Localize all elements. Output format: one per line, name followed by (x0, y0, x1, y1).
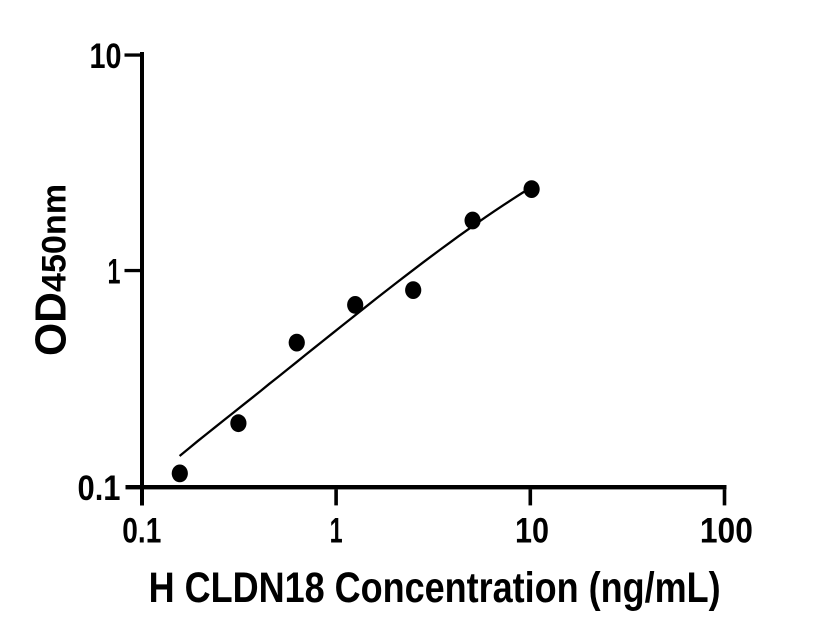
svg-text:10: 10 (515, 512, 549, 551)
svg-text:OD: OD (27, 292, 76, 356)
svg-text:100: 100 (700, 512, 753, 551)
svg-text:0.1: 0.1 (78, 469, 121, 508)
svg-text:1: 1 (108, 252, 121, 291)
svg-text:1: 1 (330, 512, 343, 551)
svg-text:0.1: 0.1 (122, 512, 161, 551)
svg-text:10: 10 (90, 37, 122, 76)
svg-text:450nm: 450nm (36, 184, 74, 292)
svg-text:H CLDN18 Concentration (ng/mL): H CLDN18 Concentration (ng/mL) (149, 565, 721, 612)
